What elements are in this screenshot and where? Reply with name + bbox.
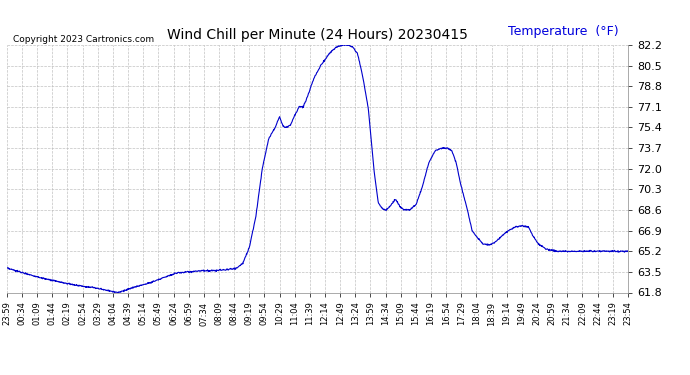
Text: Temperature  (°F): Temperature (°F) (508, 25, 618, 38)
Text: Copyright 2023 Cartronics.com: Copyright 2023 Cartronics.com (13, 35, 155, 44)
Title: Wind Chill per Minute (24 Hours) 20230415: Wind Chill per Minute (24 Hours) 2023041… (167, 28, 468, 42)
